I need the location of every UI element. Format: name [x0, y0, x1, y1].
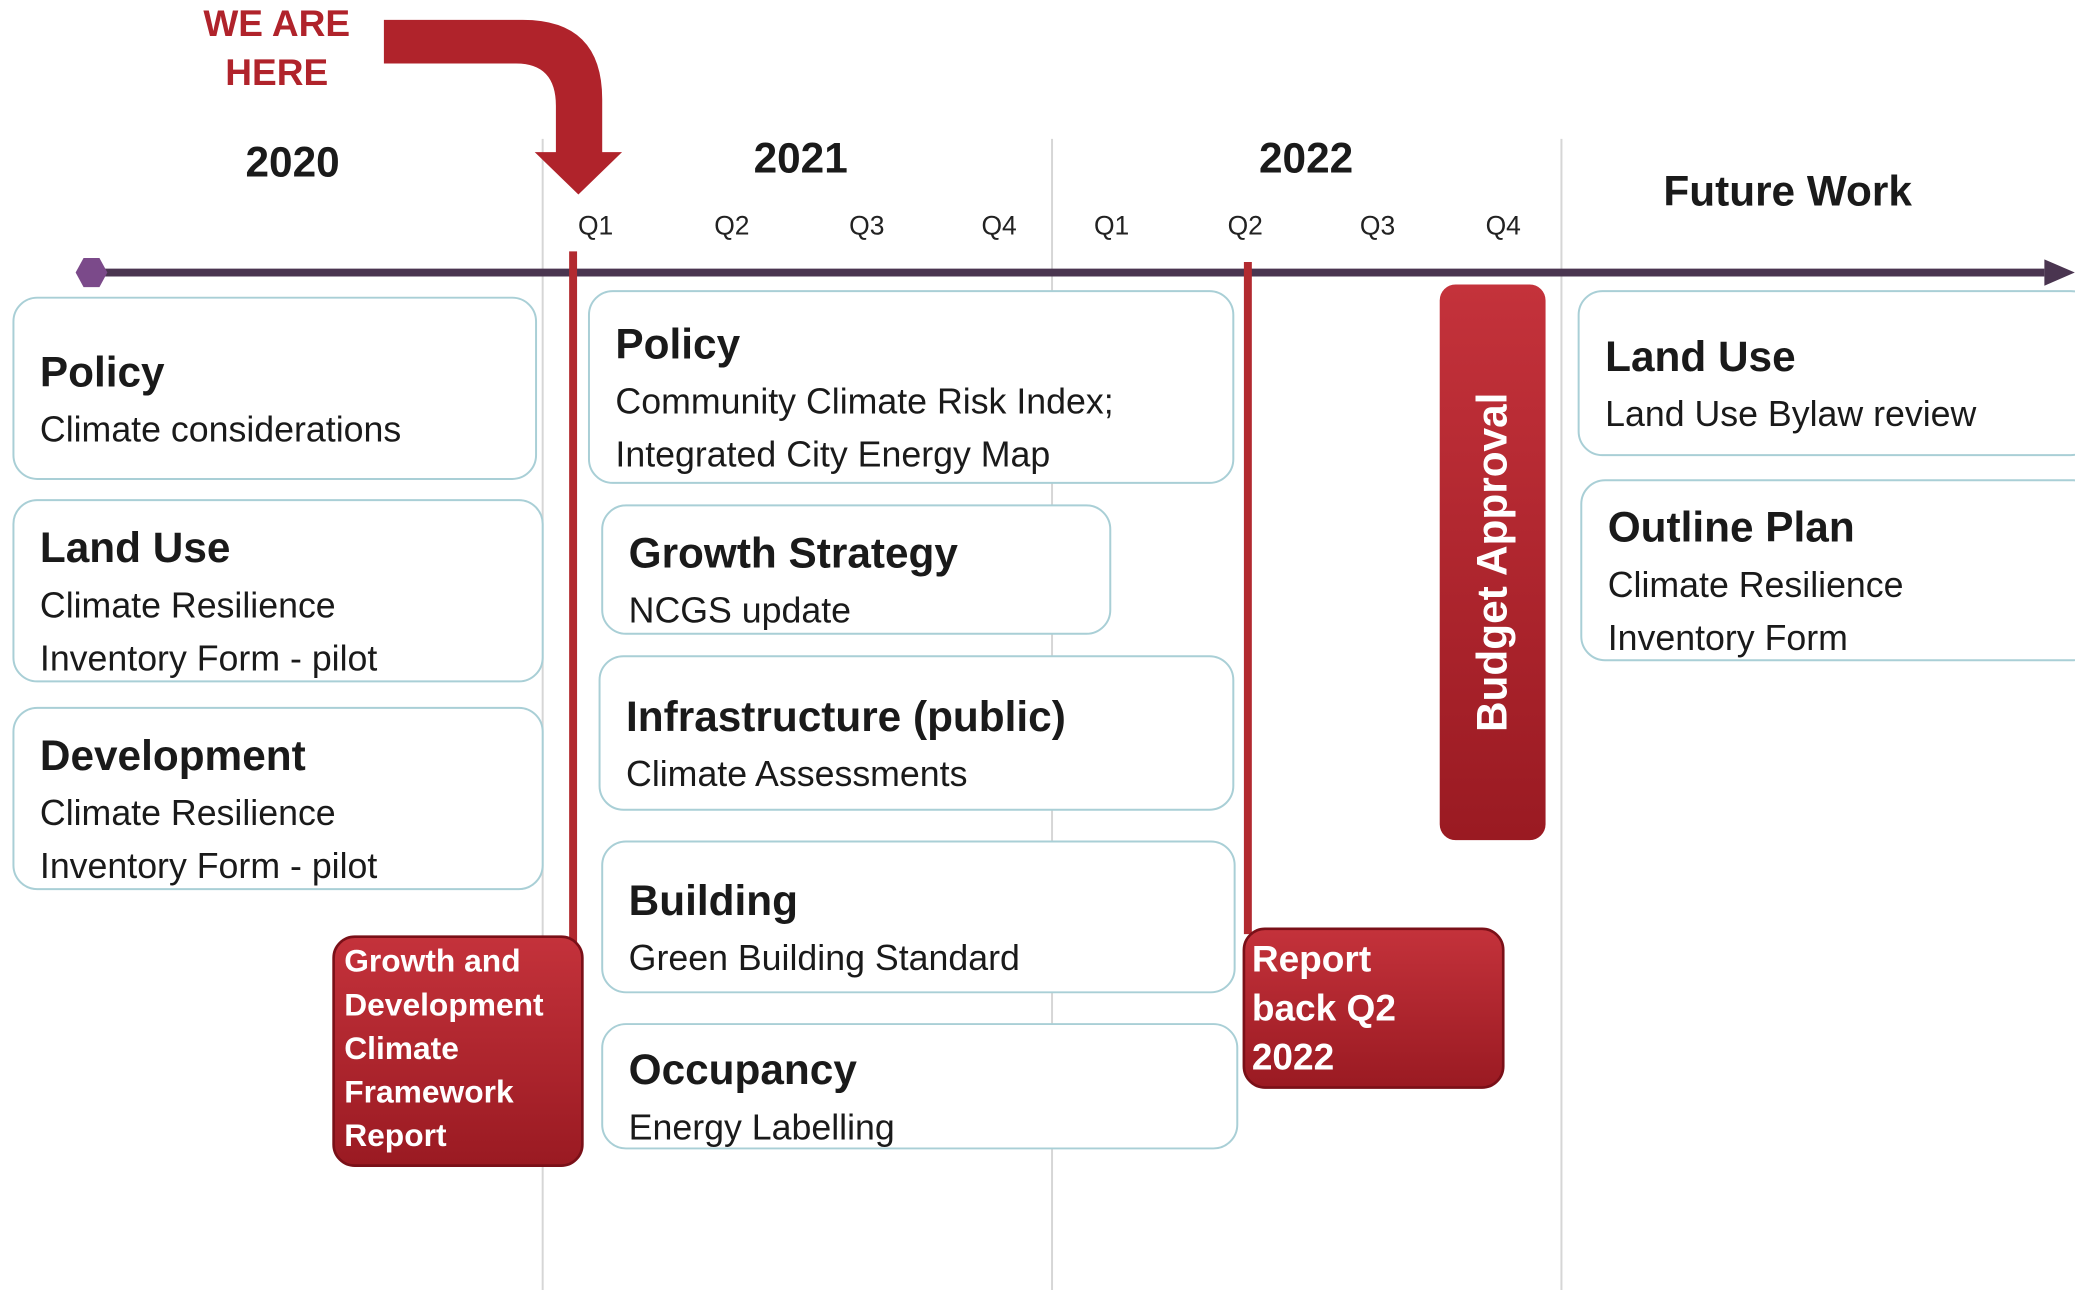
card-line: Climate Resilience: [1608, 565, 1904, 605]
card-box: [12, 296, 538, 480]
quarter-label: Q4: [981, 211, 1016, 241]
card-line: Inventory Form - pilot: [40, 846, 378, 886]
card-line: Community Climate Risk Index;: [615, 382, 1113, 422]
milestone-text: Development: [344, 986, 544, 1022]
period-label: 2022: [1259, 135, 1353, 182]
card-title: Land Use: [1605, 333, 1796, 380]
card-line: Land Use Bylaw review: [1605, 394, 1976, 434]
card-box: [601, 1023, 1239, 1150]
card-line: Climate Assessments: [626, 754, 967, 794]
milestone-text: back Q2: [1252, 987, 1396, 1029]
card: Land Use Climate Resilience Inventory Form…: [12, 499, 544, 683]
milestone: Growth and Development Climate Framework Rep…: [332, 935, 584, 1167]
quarter-label: Q2: [714, 211, 749, 241]
card-line: Green Building Standard: [629, 938, 1020, 978]
card-box: [12, 499, 544, 683]
period-label: Future Work: [1663, 168, 1912, 215]
card-title: Development: [40, 732, 306, 779]
milestone-box: [1439, 284, 1546, 841]
period-label: 2020: [246, 139, 340, 186]
card: Infrastructure (public) Climate Assessmen…: [598, 655, 1235, 811]
card-line: Climate considerations: [40, 409, 401, 449]
card: Development Climate Resilience Inventory F…: [12, 706, 544, 891]
card-line: Energy Labelling: [629, 1107, 895, 1147]
card-box: [1577, 290, 2075, 457]
quarter-label: Q2: [1228, 211, 1263, 241]
card-box: [587, 290, 1235, 484]
card-line: Inventory Form - pilot: [40, 638, 378, 678]
milestone-text: 2022: [1252, 1036, 1334, 1078]
card: Policy Community Climate Risk Index; Integ…: [587, 290, 1235, 484]
start-marker: [75, 258, 108, 288]
card: Growth Strategy NCGS update: [601, 504, 1112, 635]
card-title: Outline Plan: [1608, 504, 1855, 551]
quarter-label: Q1: [1094, 211, 1129, 241]
card-title: Policy: [615, 320, 740, 367]
card-title: Building: [629, 877, 798, 924]
card: Land Use Land Use Bylaw review: [1577, 290, 2075, 457]
callout-text: WE ARE: [203, 2, 350, 44]
card: Building Green Building Standard: [601, 840, 1236, 994]
card-box: [598, 655, 1235, 811]
milestone-box: [332, 935, 584, 1167]
milestone-text: Report: [344, 1117, 447, 1153]
period-label: 2021: [754, 135, 848, 182]
milestone-text: Report: [1252, 938, 1371, 980]
card-title: Occupancy: [629, 1046, 858, 1093]
card-title: Infrastructure (public): [626, 693, 1066, 740]
card-line: NCGS update: [629, 591, 851, 631]
card: Policy Climate considerations: [12, 296, 538, 480]
card-title: Growth Strategy: [629, 530, 959, 577]
card-line: Climate Resilience: [40, 793, 336, 833]
quarter-label: Q1: [578, 211, 613, 241]
milestone: Budget Approval: [1439, 284, 1546, 841]
milestone-box: [1242, 927, 1505, 1089]
milestone-text: Framework: [344, 1074, 514, 1110]
card-box: [1580, 479, 2075, 662]
axis-arrow: [2044, 259, 2075, 286]
card-box: [601, 840, 1236, 994]
card-title: Land Use: [40, 524, 231, 571]
card-box: [601, 504, 1112, 635]
callout-text: HERE: [225, 51, 328, 93]
card-title: Policy: [40, 348, 165, 395]
quarter-label: Q3: [849, 211, 884, 241]
card: Occupancy Energy Labelling: [601, 1023, 1239, 1150]
card-line: Integrated City Energy Map: [615, 435, 1050, 475]
milestone: Report back Q2 2022: [1242, 927, 1505, 1089]
here-arrow: [383, 19, 623, 195]
milestone-text: Budget Approval: [1468, 393, 1515, 732]
quarter-label: Q4: [1486, 211, 1521, 241]
milestone-text: Climate: [344, 1030, 459, 1066]
card-line: Inventory Form: [1608, 618, 1848, 658]
card-line: Climate Resilience: [40, 585, 336, 625]
quarter-label: Q3: [1360, 211, 1395, 241]
card-box: [12, 706, 544, 891]
card: Outline Plan Climate Resilience Inventory …: [1580, 479, 2075, 662]
milestone-text: Growth and: [344, 943, 520, 979]
